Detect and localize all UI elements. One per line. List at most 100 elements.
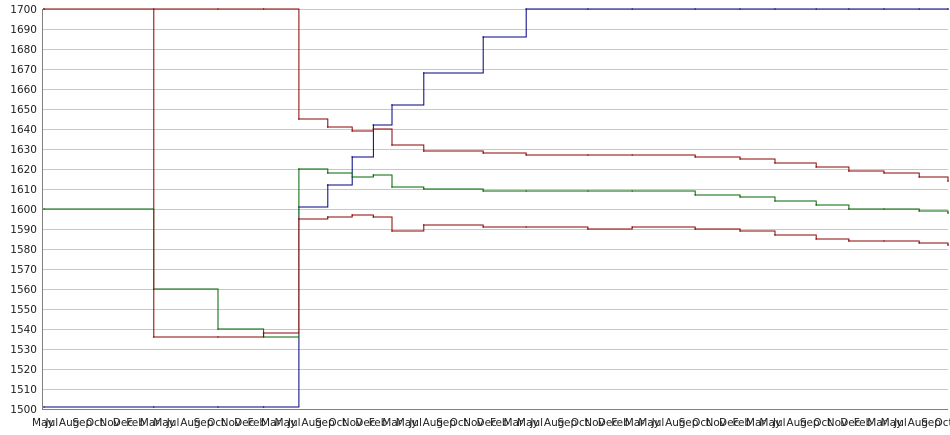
data-point — [262, 406, 265, 408]
x-tick-label: Sep — [921, 417, 941, 429]
x-tick-label: Dec — [477, 417, 498, 429]
y-tick-label: 1640 — [10, 124, 37, 136]
y-tick-label: 1670 — [10, 64, 37, 76]
data-point — [482, 226, 485, 228]
x-tick-label: Dec — [719, 417, 740, 429]
data-point — [947, 180, 949, 182]
data-point — [525, 8, 528, 10]
data-point — [43, 406, 45, 408]
x-tick-label: Nov — [827, 417, 848, 429]
series-line-2 — [44, 8, 949, 181]
data-point — [372, 216, 375, 218]
data-point — [298, 168, 300, 170]
x-tick-label: Aug — [301, 417, 322, 429]
data-point — [217, 406, 219, 408]
data-point — [739, 8, 741, 10]
y-tick-label: 1510 — [10, 384, 37, 396]
x-tick-label: Nov — [342, 417, 363, 429]
x-tick-label: Mar — [625, 417, 645, 429]
data-point — [422, 224, 425, 226]
x-tick-label: Dec — [840, 417, 861, 429]
data-point — [422, 150, 425, 152]
x-tick-label: Sep — [315, 417, 335, 429]
data-point — [947, 244, 949, 246]
x-tick-label: Mar — [867, 417, 887, 429]
x-tick-label: Dec — [234, 417, 255, 429]
data-point — [217, 328, 219, 330]
data-point — [298, 118, 300, 120]
x-tick-label: Mar — [261, 417, 281, 429]
x-tick-label: May — [759, 417, 781, 429]
x-tick-label: Aug — [59, 417, 80, 429]
y-tick-label: 1690 — [10, 24, 37, 36]
series-line-1 — [44, 8, 948, 408]
x-tick-label: Feb — [611, 417, 630, 429]
x-tick-label: Sep — [194, 417, 214, 429]
data-point — [883, 172, 885, 174]
x-tick-label: Feb — [126, 417, 145, 429]
data-point — [217, 336, 219, 338]
x-tick-label: Oct — [86, 417, 104, 429]
data-point — [372, 124, 375, 126]
data-point — [525, 226, 528, 228]
data-point — [631, 190, 634, 192]
data-point — [739, 230, 741, 232]
x-tick-label: Aug — [180, 417, 201, 429]
data-point — [587, 190, 589, 192]
y-tick-label: 1590 — [10, 224, 37, 236]
x-tick-label: Feb — [490, 417, 509, 429]
y-tick-label: 1500 — [10, 404, 37, 416]
grid-lines — [42, 9, 948, 410]
series-line-4 — [44, 8, 949, 338]
x-tick-label: May — [32, 417, 54, 429]
data-point — [326, 216, 329, 218]
data-point — [848, 240, 850, 242]
data-point — [152, 406, 155, 408]
data-point — [774, 200, 776, 202]
data-point — [631, 154, 634, 156]
x-tick-label: Oct — [813, 417, 831, 429]
x-tick-label: Jul — [287, 417, 301, 429]
data-point — [883, 208, 885, 210]
x-tick-label: Aug — [665, 417, 686, 429]
data-point — [918, 8, 921, 10]
x-tick-label: Jul — [166, 417, 180, 429]
x-tick-label: Oct — [571, 417, 589, 429]
x-tick-label: Oct — [692, 417, 710, 429]
x-tick-label: May — [396, 417, 418, 429]
data-point — [372, 174, 375, 176]
data-point — [326, 172, 329, 174]
data-point — [883, 8, 885, 10]
x-tick-label: Jul — [529, 417, 543, 429]
data-point — [774, 8, 776, 10]
y-tick-label: 1660 — [10, 84, 37, 96]
data-point — [262, 8, 265, 10]
x-tick-label: Jul — [408, 417, 422, 429]
data-point — [422, 188, 425, 190]
data-point — [815, 204, 818, 206]
data-point — [482, 36, 485, 38]
x-tick-label: Jul — [772, 417, 786, 429]
y-tick-label: 1560 — [10, 284, 37, 296]
data-point — [631, 8, 634, 10]
x-tick-label: Mar — [746, 417, 766, 429]
x-tick-label: Mar — [504, 417, 524, 429]
data-point — [774, 234, 776, 236]
x-tick-label: Nov — [463, 417, 484, 429]
x-tick-label: Nov — [584, 417, 605, 429]
data-point — [482, 152, 485, 154]
data-point — [848, 8, 850, 10]
series-line-3 — [44, 168, 949, 338]
x-tick-label: Aug — [423, 417, 444, 429]
data-point — [587, 8, 589, 10]
data-point — [351, 214, 354, 216]
data-point — [815, 8, 818, 10]
data-point — [694, 8, 697, 10]
y-tick-label: 1620 — [10, 164, 37, 176]
x-tick-label: Nov — [99, 417, 120, 429]
data-point — [815, 166, 818, 168]
y-tick-label: 1540 — [10, 324, 37, 336]
axes — [42, 9, 948, 410]
y-tick-label: 1700 — [10, 4, 37, 16]
data-point — [391, 144, 393, 146]
